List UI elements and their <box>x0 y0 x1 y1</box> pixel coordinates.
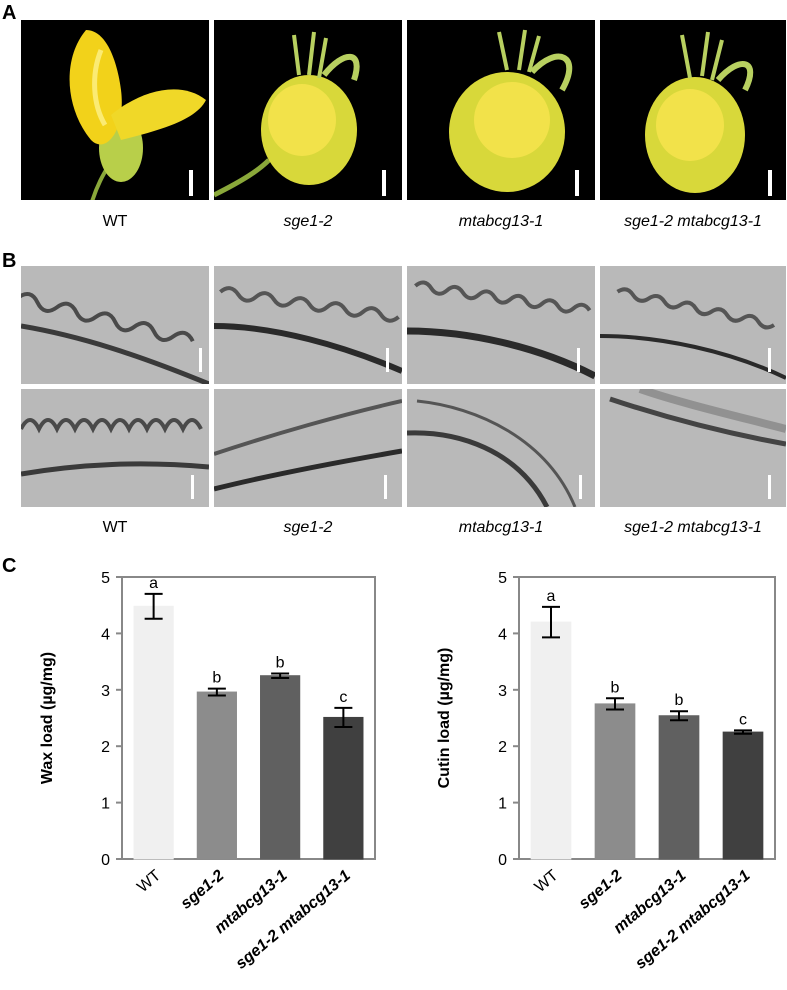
tem-label-wt: WT <box>102 519 128 536</box>
tem-image-sge1-2-top <box>214 266 402 384</box>
y-tick-label: 0 <box>101 852 110 869</box>
tem-label-mtabcg13-1: mtabcg13-1 <box>458 519 544 536</box>
category-label: sge1-2 <box>576 867 626 913</box>
significance-label: b <box>611 679 620 696</box>
flower-photo-sge1-2 <box>214 20 402 200</box>
flower-photo-wt <box>21 20 209 200</box>
tem-label-sge1-2: sge1-2 <box>283 519 333 536</box>
y-tick-label: 5 <box>498 570 507 587</box>
category-label: sge1-2 mtabcg13-1 <box>233 867 354 973</box>
y-tick-label: 2 <box>101 739 110 756</box>
significance-label: a <box>547 588 556 605</box>
bar <box>196 691 237 860</box>
bar <box>133 605 174 860</box>
significance-label: a <box>149 575 158 592</box>
y-tick-label: 1 <box>498 796 507 813</box>
bar <box>260 675 301 860</box>
panel-label-c: C <box>2 555 17 577</box>
bar <box>323 716 364 860</box>
tem-image-mtabcg13-1-bottom <box>407 389 595 507</box>
wax-load-chart: 0 1 2 3 4 5 Wax load (µg/mg) a WT b sge1-2 b mtabcg1… <box>0 560 400 985</box>
significance-label: b <box>276 654 285 671</box>
bar <box>530 621 572 860</box>
bar <box>722 731 764 860</box>
bar <box>594 703 636 860</box>
y-axis-label: Wax load (µg/mg) <box>39 652 56 784</box>
tem-image-mtabcg13-1-top <box>407 266 595 384</box>
plot-frame <box>121 576 376 860</box>
tem-label-double-mutant: sge1-2 mtabcg13-1 <box>624 519 762 536</box>
y-tick-label: 3 <box>101 683 110 700</box>
category-label: sge1-2 mtabcg13-1 <box>632 867 753 973</box>
y-tick-label: 1 <box>101 796 110 813</box>
significance-label: b <box>212 670 221 687</box>
panel-label-b: B <box>2 250 17 272</box>
category-label: WT <box>532 867 562 896</box>
flower-label-double-mutant: sge1-2 mtabcg13-1 <box>624 213 762 230</box>
significance-label: c <box>339 689 347 706</box>
significance-label: c <box>739 711 747 728</box>
tem-image-wt-top <box>21 266 209 384</box>
y-axis-label: Cutin load (µg/mg) <box>436 648 453 789</box>
category-label: sge1-2 <box>178 867 228 913</box>
flower-photo-mtabcg13-1 <box>407 20 595 200</box>
bar <box>658 715 700 860</box>
y-tick-label: 3 <box>498 683 507 700</box>
panel-label-a: A <box>2 2 17 24</box>
tem-image-sge1-2-bottom <box>214 389 402 507</box>
tem-image-double-mutant-top <box>600 266 786 384</box>
y-tick-label: 0 <box>498 852 507 869</box>
category-label: WT <box>134 867 164 896</box>
tem-image-double-mutant-bottom <box>600 389 786 507</box>
plot-frame <box>518 576 776 860</box>
flower-label-wt: WT <box>102 213 128 230</box>
y-tick-label: 4 <box>498 626 507 643</box>
flower-photo-double-mutant <box>600 20 786 200</box>
y-tick-label: 4 <box>101 626 110 643</box>
flower-label-sge1-2: sge1-2 <box>283 213 333 230</box>
cutin-load-chart: 0 1 2 3 4 5 Cutin load (µg/mg) a WT b sge1-2 b mtabc… <box>400 560 787 985</box>
y-tick-label: 2 <box>498 739 507 756</box>
flower-label-mtabcg13-1: mtabcg13-1 <box>458 213 544 230</box>
significance-label: b <box>675 692 684 709</box>
tem-image-wt-bottom <box>21 389 209 507</box>
y-tick-label: 5 <box>101 570 110 587</box>
